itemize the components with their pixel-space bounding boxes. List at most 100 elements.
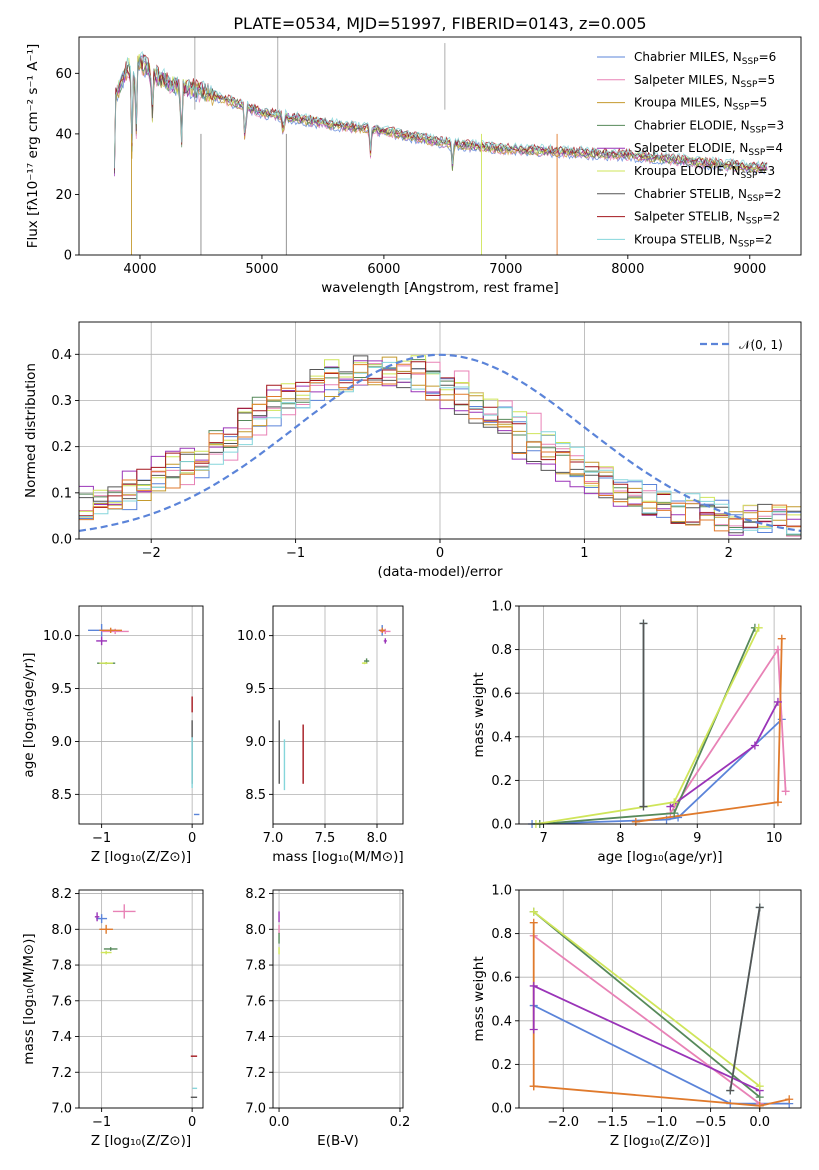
weight-marker xyxy=(773,697,782,706)
x-tick-label: 0 xyxy=(436,546,444,561)
legend: Chabrier MILES, NSSP=6 Salpeter MILES, NS… xyxy=(597,50,784,249)
y-tick-label: 8.2 xyxy=(245,887,266,902)
chart-weight_vs_Z: −2.0 −1.5 −1.0 −0.5 0.0 0.0 0.2 0.4 0.6 0.8 1.0 Z [… xyxy=(471,884,802,1149)
x-tick-label: 0.0 xyxy=(269,1115,290,1130)
x-axis-label: Z [log₁₀(Z/Z⊙)] xyxy=(91,849,191,865)
y-tick-label: 7.0 xyxy=(245,1102,266,1117)
histogram-step xyxy=(79,363,801,532)
weight-line xyxy=(533,911,761,1098)
legend-label: Salpeter STELIB, NSSP=2 xyxy=(634,210,780,227)
plot-area xyxy=(94,904,198,1098)
x-axis-label: Z [log₁₀(Z/Z⊙)] xyxy=(610,1133,710,1149)
y-tick-label: 9.5 xyxy=(245,682,266,697)
x-tick-label: 8000 xyxy=(611,262,644,277)
y-tick-label: 7.2 xyxy=(245,1066,266,1081)
y-tick-label: 9.5 xyxy=(51,682,72,697)
y-tick-label: 0.4 xyxy=(491,1014,512,1029)
y-tick-label: 8.2 xyxy=(51,887,72,902)
chart-residuals: −2 −1 0 1 2 0.0 0.1 0.2 0.3 0.4 (data-model)/error… xyxy=(23,321,802,580)
y-tick-label: 0.6 xyxy=(491,971,512,986)
y-axis-label: Flux [fλ10⁻¹⁷ erg cm⁻² s⁻¹ A⁻¹] xyxy=(25,44,41,249)
x-axis-label: E(B-V) xyxy=(317,1133,359,1149)
x-tick-label: 1 xyxy=(580,546,588,561)
histogram-step xyxy=(79,361,801,535)
axes-frame xyxy=(518,889,802,1109)
legend-label: Chabrier MILES, NSSP=6 xyxy=(634,50,776,67)
x-tick-label: −1.0 xyxy=(646,1115,678,1130)
weight-marker xyxy=(777,634,786,643)
plot-area xyxy=(114,37,768,255)
x-tick-label: −0.5 xyxy=(695,1115,727,1130)
x-tick-label: 10 xyxy=(766,831,783,846)
weight-marker xyxy=(755,1082,764,1091)
weight-line xyxy=(669,701,779,808)
weight-marker xyxy=(755,903,764,912)
chart-weight_vs_age: 7 8 9 10 0.0 0.2 0.4 0.6 0.8 1.0 age [log₁₀(age/yr… xyxy=(471,600,802,865)
y-tick-label: 7.0 xyxy=(51,1102,72,1117)
weight-marker xyxy=(670,809,679,818)
legend-label: Salpeter MILES, NSSP=5 xyxy=(634,73,775,90)
weight-line xyxy=(533,911,761,1087)
weight-line xyxy=(532,984,761,1092)
weight-marker xyxy=(670,798,679,807)
axes-frame xyxy=(78,321,802,540)
y-tick-label: 0.4 xyxy=(51,348,72,363)
y-tick-label: 0.2 xyxy=(491,774,512,789)
y-tick-label: 1.0 xyxy=(491,884,512,899)
axes-frame xyxy=(78,605,204,825)
weight-marker xyxy=(639,619,648,628)
chart-mass_vs_ebv: 0.0 0.2 7.0 7.2 7.4 7.6 7.8 8.0 8.2 E(B-V) xyxy=(245,887,410,1149)
y-tick-label: 9.0 xyxy=(51,735,72,750)
x-axis-label: wavelength [Angstrom, rest frame] xyxy=(321,280,559,296)
weight-marker xyxy=(666,802,675,811)
x-tick-label: 5000 xyxy=(245,262,278,277)
weight-marker xyxy=(785,1095,794,1104)
y-tick-label: 1.0 xyxy=(491,600,512,615)
y-tick-label: 0.4 xyxy=(491,730,512,745)
y-tick-label: 7.6 xyxy=(245,994,266,1009)
x-tick-label: 2 xyxy=(725,546,733,561)
axes-frame xyxy=(78,889,204,1109)
plot-area xyxy=(529,903,794,1110)
weight-line xyxy=(539,627,756,825)
x-axis-label: age [log₁₀(age/yr)] xyxy=(597,849,722,865)
y-tick-label: 8.0 xyxy=(51,923,72,938)
legend-label: Salpeter ELODIE, NSSP=4 xyxy=(634,141,783,158)
chart-spectrum: 4000 5000 6000 7000 8000 9000 0 20 40 60 wavelengt… xyxy=(25,14,802,296)
y-tick-label: 40 xyxy=(55,127,72,142)
weight-marker xyxy=(674,813,683,822)
legend-label: Kroupa STELIB, NSSP=2 xyxy=(634,232,772,249)
plot-area xyxy=(78,353,802,537)
plot-area xyxy=(528,619,790,828)
x-tick-label: 0.2 xyxy=(390,1115,411,1130)
y-tick-label: 0.8 xyxy=(491,643,512,658)
x-tick-label: 9 xyxy=(693,831,701,846)
x-tick-label: 4000 xyxy=(123,262,156,277)
y-tick-label: 8.0 xyxy=(245,923,266,938)
chart-age_vs_mass: 7.0 7.5 8.0 8.5 9.0 9.5 10.0 mass [log₁₀(M/M⊙)] xyxy=(237,605,404,865)
legend-label: Chabrier STELIB, NSSP=2 xyxy=(634,187,782,204)
x-tick-label: 7.0 xyxy=(263,831,284,846)
y-tick-label: 10.0 xyxy=(237,629,266,644)
x-tick-label: −2.0 xyxy=(547,1115,579,1130)
weight-marker xyxy=(773,798,782,807)
y-tick-label: 0.1 xyxy=(51,486,72,501)
y-tick-label: 0.2 xyxy=(491,1058,512,1073)
y-tick-label: 0.2 xyxy=(51,440,72,455)
chart-title: PLATE=0534, MJD=51997, FIBERID=0143, z=0… xyxy=(233,14,646,33)
x-tick-label: 7.5 xyxy=(315,831,336,846)
x-tick-label: −1 xyxy=(92,831,111,846)
x-tick-label: −1.5 xyxy=(597,1115,629,1130)
weight-marker xyxy=(631,817,640,826)
y-tick-label: 9.0 xyxy=(245,735,266,750)
x-tick-label: 6000 xyxy=(367,262,400,277)
weight-marker xyxy=(529,981,538,990)
legend-label: Chabrier ELODIE, NSSP=3 xyxy=(634,118,784,135)
normal-curve xyxy=(78,353,802,532)
chart-age_vs_Z: −1 0 8.5 9.0 9.5 10.0 Z [log₁₀(Z/Z⊙)] age [log₁… xyxy=(21,605,204,865)
x-tick-label: 7 xyxy=(539,831,547,846)
legend-label: Kroupa MILES, NSSP=5 xyxy=(634,96,767,113)
weight-line xyxy=(535,627,760,825)
y-axis-label: mass weight xyxy=(471,672,487,757)
